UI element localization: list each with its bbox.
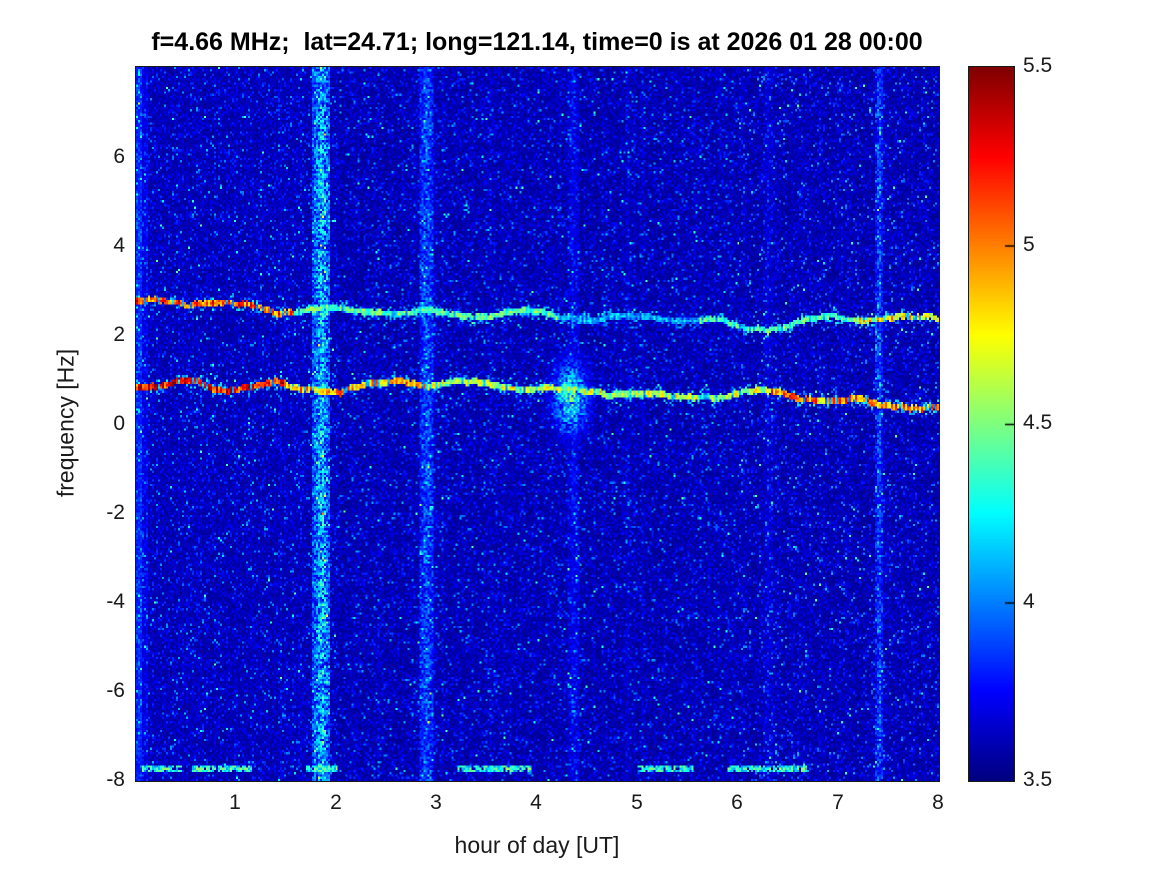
y-tick-label: 4 [113, 234, 125, 257]
y-tick-label: 0 [113, 412, 125, 435]
x-tick-label: 7 [832, 791, 844, 814]
colorbar [968, 66, 1015, 782]
x-tick-label: 8 [932, 791, 944, 814]
x-tick-label: 1 [229, 791, 241, 814]
colorbar-tick-label: 5.5 [1023, 54, 1053, 77]
y-tick-label: -8 [106, 768, 125, 791]
plot-title: f=4.66 MHz; lat=24.71; long=121.14, time… [151, 28, 923, 56]
x-axis-label: hour of day [UT] [454, 832, 620, 858]
x-tick-label: 2 [330, 791, 342, 814]
y-tick-label: -6 [106, 679, 125, 702]
x-tick-label: 3 [430, 791, 442, 814]
x-tick-label: 6 [731, 791, 743, 814]
x-tick-label: 4 [530, 791, 542, 814]
y-tick-label: -4 [106, 590, 125, 613]
y-tick-label: 2 [113, 323, 125, 346]
colorbar-tick-label: 4.5 [1023, 411, 1053, 434]
colorbar-tick-label: 3.5 [1023, 768, 1053, 791]
y-tick-label: 6 [113, 145, 125, 168]
colorbar-tick-label: 5 [1023, 233, 1035, 256]
x-tick-label: 5 [631, 791, 643, 814]
spectrogram-heatmap [135, 66, 940, 782]
y-tick-label: -2 [106, 501, 125, 524]
colorbar-tick-label: 4 [1023, 590, 1035, 613]
